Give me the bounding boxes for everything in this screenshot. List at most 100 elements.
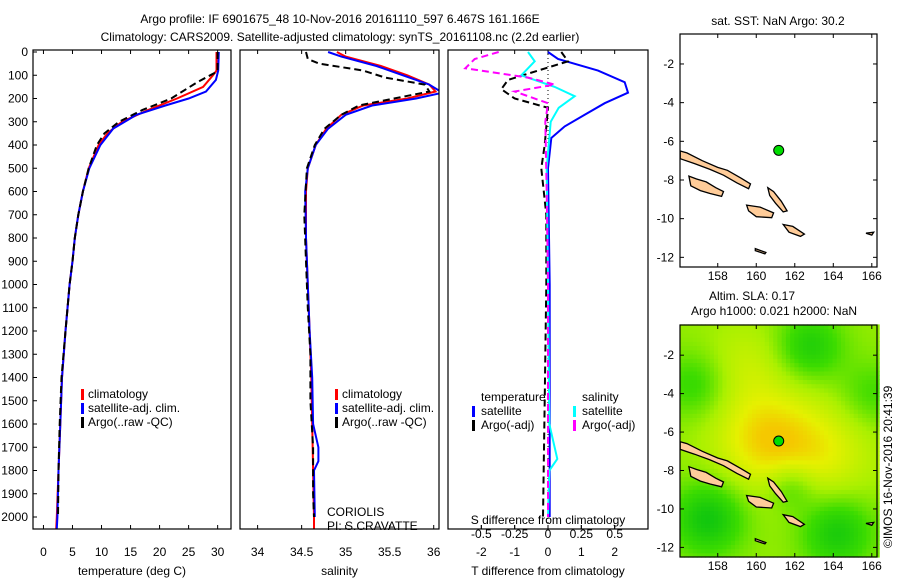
sla-cell: [790, 531, 795, 537]
sla-cell: [747, 324, 753, 330]
sla-cell: [747, 548, 753, 554]
sla-cell: [722, 472, 728, 478]
sla-cell: [680, 332, 685, 338]
sla-cell: [849, 548, 855, 554]
sla-cell: [705, 434, 711, 440]
sla-cell: [836, 502, 842, 507]
x-tick-label: -2: [476, 545, 487, 559]
sla-cell: [836, 497, 842, 503]
series-line-s-argo-adj-: [463, 51, 555, 517]
sla-cell: [688, 523, 694, 528]
sla-cell: [790, 358, 795, 364]
sla-cell: [684, 476, 689, 482]
sla-cell: [870, 379, 876, 385]
sla-cell: [781, 349, 787, 355]
sla-cell: [696, 459, 702, 465]
sla-cell: [857, 497, 863, 503]
sla-cell: [680, 535, 685, 541]
sla-cell: [718, 544, 723, 550]
sla-cell: [862, 375, 867, 380]
sla-cell: [841, 358, 846, 364]
sla-cell: [824, 531, 829, 537]
sla-cell: [752, 396, 757, 402]
sla-cell: [815, 502, 821, 507]
sla-cell: [857, 430, 863, 435]
sla-cell: [769, 434, 774, 440]
sla-cell: [756, 535, 762, 541]
sla-cell: [773, 404, 778, 410]
sla-cell: [870, 345, 876, 351]
sla-cell: [866, 535, 872, 541]
sla-cell: [807, 409, 812, 414]
sla-cell: [811, 502, 817, 507]
sla-cell: [747, 332, 753, 338]
sla-cell: [832, 375, 838, 380]
y-tick-label: 700: [8, 208, 28, 222]
sla-cell: [680, 375, 685, 380]
sla-cell: [680, 485, 685, 490]
sla-cell: [760, 383, 766, 389]
sla-cell: [785, 324, 791, 330]
sla-cell: [802, 345, 808, 351]
sla-cell: [764, 425, 770, 431]
sla-cell: [752, 328, 757, 334]
sla-cell: [696, 502, 702, 507]
sla-cell: [684, 540, 689, 545]
sla-cell: [849, 497, 855, 503]
sla-cell: [709, 341, 715, 347]
x-tick-label: 35: [339, 545, 353, 559]
sla-cell: [798, 417, 804, 423]
sla-cell: [807, 328, 812, 334]
sla-cell: [726, 527, 732, 533]
sla-cell: [819, 464, 825, 469]
sla-cell: [781, 404, 787, 410]
sla-cell: [684, 383, 689, 389]
sla-cell: [832, 430, 838, 435]
sla-cell: [794, 552, 800, 558]
sla-cell: [819, 400, 825, 406]
sla-cell: [777, 341, 783, 347]
sla-cell: [773, 493, 778, 499]
sla-cell: [773, 523, 778, 528]
sla-cell: [701, 396, 706, 402]
sla-cell: [713, 341, 719, 347]
sla-cell: [819, 404, 825, 410]
sla-cell: [832, 497, 838, 503]
sla-cell: [752, 383, 757, 389]
sla-cell: [841, 447, 846, 452]
sla-cell: [743, 358, 749, 364]
sla-cell: [718, 434, 723, 440]
y-tick-label: 1300: [1, 347, 28, 361]
sla-cell: [841, 417, 846, 423]
sla-cell: [794, 375, 800, 380]
map-lat-label: -8: [663, 173, 674, 187]
sla-cell: [828, 349, 834, 355]
sla-cell: [790, 404, 795, 410]
sla-cell: [709, 447, 715, 452]
sla-cell: [785, 502, 791, 507]
sla-cell: [688, 324, 694, 330]
sla-cell: [777, 413, 783, 418]
sla-cell: [853, 370, 859, 376]
sla-cell: [862, 527, 867, 533]
sla-cell: [824, 354, 829, 359]
argo-float-marker: [773, 144, 785, 156]
sla-cell: [688, 392, 694, 397]
sla-cell: [777, 392, 783, 397]
sla-cell: [743, 502, 749, 507]
sla-cell: [756, 383, 762, 389]
sla-cell: [832, 506, 838, 512]
map-frame: [679, 33, 878, 268]
sla-cell: [849, 413, 855, 418]
sla-cell: [713, 544, 719, 550]
sla-cell: [680, 379, 685, 385]
sla-cell: [849, 540, 855, 545]
sla-cell: [726, 489, 732, 495]
sla-cell: [807, 332, 812, 338]
sla-cell: [760, 379, 766, 385]
sla-cell: [870, 396, 876, 402]
sla-cell: [760, 354, 766, 359]
sla-cell: [841, 337, 846, 342]
sla-cell: [743, 349, 749, 355]
sla-cell: [785, 337, 791, 342]
